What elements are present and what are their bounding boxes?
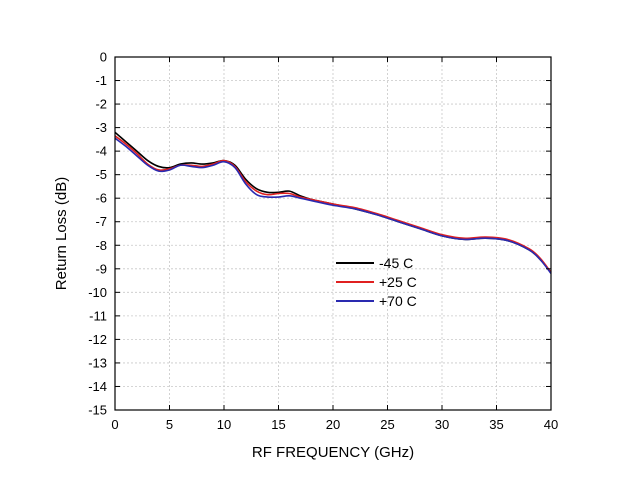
legend-label: +25 C — [379, 274, 417, 290]
series-layer — [114, 131, 552, 274]
legend-label: +70 C — [379, 293, 417, 309]
y-axis-title: Return Loss (dB) — [53, 177, 70, 290]
y-tick-label: -11 — [89, 308, 107, 323]
x-tick-label: 10 — [217, 417, 231, 432]
y-tick-label: -3 — [95, 120, 107, 135]
y-tick-label: -1 — [95, 73, 107, 88]
y-tick-label: 0 — [100, 50, 107, 65]
grid-lines — [115, 57, 551, 410]
series-line-25C — [114, 135, 552, 273]
x-tick-label: 25 — [380, 417, 394, 432]
y-tick-label: -5 — [95, 167, 107, 182]
y-tick-label: -14 — [88, 379, 107, 394]
y-tick-label: -4 — [95, 144, 107, 159]
axis-tick-labels: 0 5 10 15 20 25 30 35 40 0 -1 -2 -3 -4 -5 -6 -7 -8 -9 -10 -1… — [88, 50, 558, 433]
y-tick-label: -7 — [95, 214, 107, 229]
x-tick-label: 35 — [489, 417, 503, 432]
y-tick-label: -9 — [95, 261, 107, 276]
x-axis-title: RF FREQUENCY (GHz) — [252, 444, 414, 461]
legend-label: -45 C — [379, 255, 413, 271]
y-tick-label: -12 — [88, 332, 107, 347]
series-line-70C — [114, 137, 552, 274]
y-tick-label: -13 — [88, 355, 107, 370]
x-tick-label: 30 — [435, 417, 449, 432]
y-tick-label: -8 — [95, 238, 107, 253]
x-tick-label: 40 — [544, 417, 558, 432]
x-tick-label: 15 — [271, 417, 285, 432]
y-tick-label: -15 — [88, 403, 107, 418]
legend: -45 C +25 C +70 C — [336, 255, 417, 309]
x-tick-label: 5 — [166, 417, 173, 432]
x-tick-label: 20 — [326, 417, 340, 432]
axis-ticks — [114, 56, 552, 411]
y-tick-label: -6 — [95, 191, 107, 206]
y-tick-label: -2 — [95, 97, 107, 112]
y-tick-label: -10 — [88, 285, 107, 300]
x-tick-label: 0 — [111, 417, 118, 432]
